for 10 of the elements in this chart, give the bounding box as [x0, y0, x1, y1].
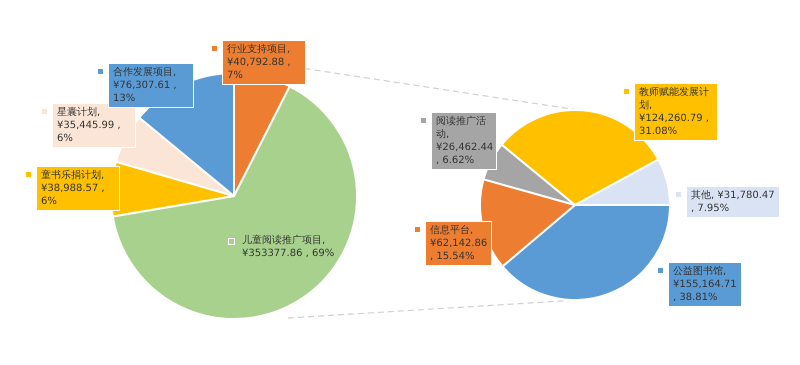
legend-label: 儿童阅读推广项目, ¥353377.86 , 69% [241, 234, 336, 261]
legend-label: 行业支持项目, ¥40,792.88 , 7% [222, 40, 306, 85]
legend-label: 教师赋能发展计划, ¥124,260.79 , 31.08% [634, 83, 718, 141]
legend-label: 信息平台, ¥62,142.86 , 15.54% [425, 221, 492, 266]
legend-label: 童书乐捐计划, ¥38,988.57 , 6% [36, 166, 120, 211]
legend-label: 其他, ¥31,780.47 , 7.95% [686, 186, 780, 218]
legend-label: 星囊计划, ¥35,445.99 , 6% [52, 103, 136, 148]
legend-label: 合作发展项目, ¥76,307.61 , 13% [108, 63, 194, 108]
legend-label: 公益图书馆, ¥155,164.71 , 38.81% [668, 262, 742, 307]
legend-label: 阅读推广活动, ¥26,462.44 , 6.62% [431, 112, 497, 170]
